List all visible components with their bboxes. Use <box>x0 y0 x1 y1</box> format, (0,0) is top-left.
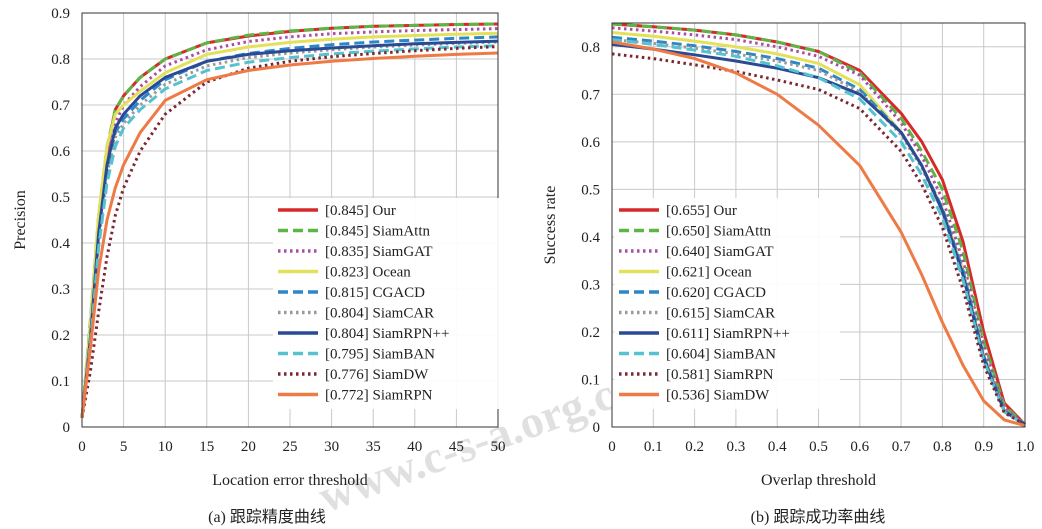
precision-chart: (a) 跟踪精度曲线 0 5 10 15 20 25 30 35 40 45 50 0 0.1 0.2 0.… <box>12 6 506 526</box>
y-tick-label: 0.3 <box>581 277 600 293</box>
legend-box <box>273 198 499 409</box>
y-axis-label: Precision <box>12 190 29 250</box>
series-line <box>611 38 1026 426</box>
legend-label: [0.823] Ocean <box>325 265 411 281</box>
series-line <box>611 40 1026 428</box>
y-tick-label: 0 <box>63 420 71 436</box>
y-tick-label: 0.7 <box>51 98 70 114</box>
x-tick-label: 0.7 <box>892 439 911 455</box>
y-tick-label: 0.2 <box>51 328 70 344</box>
x-tick-label: 0.3 <box>727 439 746 455</box>
x-tick-label: 40 <box>407 439 422 455</box>
legend-label: [0.650] SiamAttn <box>666 224 771 240</box>
y-tick-label: 0.4 <box>51 236 70 252</box>
y-tick-label: 0 <box>593 420 601 436</box>
y-tick-label: 0.5 <box>581 182 600 198</box>
series-line <box>80 51 499 418</box>
x-tick-label: 20 <box>241 439 256 455</box>
y-tick-label: 0.4 <box>581 230 600 246</box>
x-axis-label: Location error threshold <box>212 472 368 489</box>
x-tick-label: 0.1 <box>644 439 663 455</box>
legend-label: [0.804] SiamCAR <box>325 306 434 322</box>
legend-label: [0.655] Our <box>666 203 737 219</box>
y-tick-label: 0.6 <box>581 135 600 151</box>
x-tick-label: 50 <box>491 439 506 455</box>
series-line <box>611 22 1027 426</box>
y-axis-label: Success rate <box>542 186 559 265</box>
legend-label: [0.604] SiamBAN <box>666 347 776 363</box>
legend-label: [0.795] SiamBAN <box>325 347 435 363</box>
x-tick-label: 15 <box>199 439 214 455</box>
series-line <box>80 39 499 418</box>
x-tick-label: 25 <box>283 439 298 455</box>
legend-label: [0.620] CGACD <box>666 285 766 301</box>
x-tick-label: 0 <box>78 439 86 455</box>
x-tick-label: 0 <box>608 439 616 455</box>
x-tick-label: 10 <box>158 439 173 455</box>
series-line <box>611 26 1026 426</box>
legend-label: [0.615] SiamCAR <box>666 306 775 322</box>
y-tick-label: 0.9 <box>51 6 70 22</box>
x-tick-label: 0.4 <box>768 439 787 455</box>
legend-label: [0.621] Ocean <box>666 265 752 281</box>
y-tick-label: 0.8 <box>581 40 600 56</box>
legend-label: [0.835] SiamGAT <box>325 244 433 260</box>
y-tick-label: 0.6 <box>51 144 70 160</box>
legend-label: [0.640] SiamGAT <box>666 244 774 260</box>
x-tick-label: 30 <box>324 439 339 455</box>
x-tick-label: 0.2 <box>685 439 704 455</box>
series-line <box>80 44 499 418</box>
legend-label: [0.845] SiamAttn <box>325 224 430 240</box>
x-tick-label: 45 <box>449 439 464 455</box>
legend: [0.845] Our [0.845] SiamAttn [0.835] SiamG… <box>273 198 499 409</box>
x-tick-label: 0.9 <box>974 439 993 455</box>
series-line <box>80 22 499 418</box>
success-chart-caption: (b) 跟踪成功率曲线 <box>751 508 886 526</box>
legend-box <box>614 198 840 409</box>
legend-label: [0.772] SiamRPN <box>325 388 433 404</box>
y-tick-label: 0.7 <box>581 87 600 103</box>
legend-label: [0.581] SiamRPN <box>666 367 774 383</box>
legend-label: [0.611] SiamRPN++ <box>666 326 790 342</box>
series-line <box>80 31 499 418</box>
y-tick-label: 0.5 <box>51 190 70 206</box>
legend-label: [0.804] SiamRPN++ <box>325 326 449 342</box>
x-tick-label: 5 <box>120 439 128 455</box>
y-tick-label: 0.2 <box>581 325 600 341</box>
series-line <box>611 52 1026 426</box>
x-tick-label: 35 <box>366 439 381 455</box>
y-tick-label: 0.1 <box>581 372 600 388</box>
legend: [0.655] Our [0.650] SiamAttn [0.640] SiamG… <box>614 198 840 409</box>
legend-label: [0.776] SiamDW <box>325 367 429 383</box>
x-axis-label: Overlap threshold <box>761 472 876 489</box>
legend-label: [0.815] CGACD <box>325 285 425 301</box>
series-line <box>611 22 1027 426</box>
legend-label: [0.845] Our <box>325 203 396 219</box>
x-tick-label: 0.8 <box>933 439 952 455</box>
x-tick-label: 0.6 <box>850 439 869 455</box>
y-tick-label: 0.1 <box>51 374 70 390</box>
success-chart: (b) 跟踪成功率曲线 0 0.1 0.2 0.3 0.4 0.5 0.6 0.7 0.8 0.9… <box>542 22 1035 526</box>
x-tick-label: 1.0 <box>1016 439 1035 455</box>
plot-border <box>611 22 1026 428</box>
y-tick-label: 0.3 <box>51 282 70 298</box>
legend-label: [0.536] SiamDW <box>666 388 770 404</box>
series-line <box>611 38 1026 426</box>
y-tick-label: 0.8 <box>51 52 70 68</box>
x-tick-label: 0.5 <box>809 439 828 455</box>
precision-chart-caption: (a) 跟踪精度曲线 <box>208 508 326 526</box>
